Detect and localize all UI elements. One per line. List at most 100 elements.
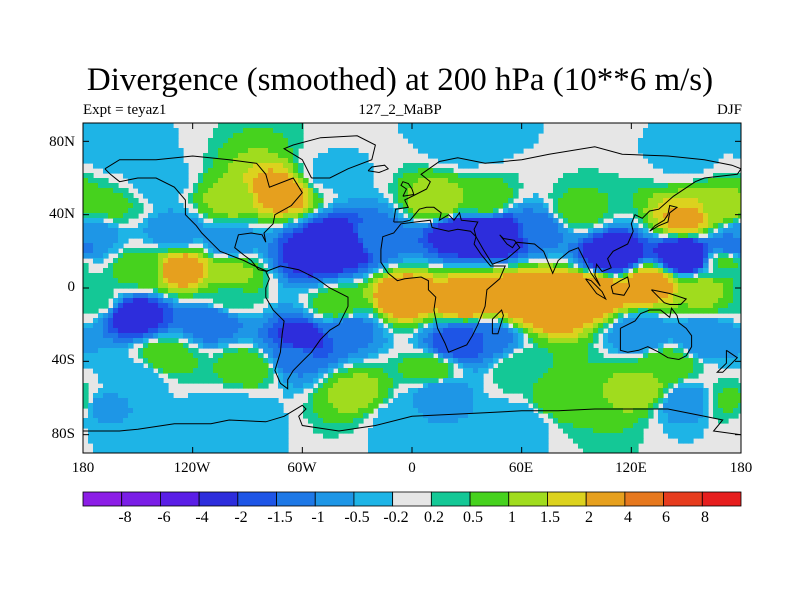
field-cell xyxy=(683,203,689,209)
field-cell xyxy=(538,253,544,259)
field-cell xyxy=(333,338,339,344)
field-cell xyxy=(613,188,619,194)
field-cell xyxy=(528,213,534,219)
field-cell xyxy=(398,213,404,219)
field-cell xyxy=(328,243,334,249)
field-cell xyxy=(488,208,494,214)
field-cell xyxy=(233,153,239,159)
field-cell xyxy=(253,333,259,339)
field-cell xyxy=(463,158,469,164)
field-cell xyxy=(663,138,669,144)
field-cell xyxy=(503,258,509,264)
field-cell xyxy=(283,203,289,209)
field-cell xyxy=(473,123,479,129)
field-cell xyxy=(663,273,669,279)
field-cell xyxy=(358,308,364,314)
field-cell xyxy=(523,208,529,214)
field-cell xyxy=(578,238,584,244)
field-cell xyxy=(223,183,229,189)
field-cell xyxy=(663,248,669,254)
field-cell xyxy=(128,193,134,199)
field-cell xyxy=(178,233,184,239)
field-cell xyxy=(233,298,239,304)
field-cell xyxy=(383,223,389,229)
field-cell xyxy=(513,293,519,299)
field-cell xyxy=(693,268,699,274)
field-cell xyxy=(528,278,534,284)
field-cell xyxy=(203,208,209,214)
field-cell xyxy=(343,153,349,159)
field-cell xyxy=(203,223,209,229)
field-cell xyxy=(248,238,254,244)
field-cell xyxy=(673,183,679,189)
field-cell xyxy=(463,193,469,199)
field-cell xyxy=(243,203,249,209)
field-cell xyxy=(88,298,94,304)
field-cell xyxy=(118,303,124,309)
field-cell xyxy=(143,313,149,319)
field-cell xyxy=(468,138,474,144)
field-cell xyxy=(98,318,104,324)
field-cell xyxy=(293,258,299,264)
field-cell xyxy=(288,263,294,269)
field-cell xyxy=(723,288,729,294)
field-cell xyxy=(183,238,189,244)
field-cell xyxy=(718,123,724,129)
field-cell xyxy=(528,133,534,139)
field-cell xyxy=(473,303,479,309)
field-cell xyxy=(703,193,709,199)
field-cell xyxy=(178,253,184,259)
field-cell xyxy=(318,198,324,204)
field-cell xyxy=(223,128,229,134)
field-cell xyxy=(153,283,159,289)
field-cell xyxy=(703,138,709,144)
field-cell xyxy=(313,238,319,244)
field-cell xyxy=(693,243,699,249)
field-cell xyxy=(443,218,449,224)
field-cell xyxy=(178,183,184,189)
field-cell xyxy=(718,258,724,264)
field-cell xyxy=(353,208,359,214)
field-cell xyxy=(518,183,524,189)
field-cell xyxy=(628,278,634,284)
field-cell xyxy=(298,263,304,269)
field-cell xyxy=(653,273,659,279)
field-cell xyxy=(333,323,339,329)
field-cell xyxy=(333,158,339,164)
field-cell xyxy=(333,268,339,274)
field-cell xyxy=(493,158,499,164)
field-cell xyxy=(588,233,594,239)
field-cell xyxy=(143,258,149,264)
field-cell xyxy=(353,153,359,159)
field-cell xyxy=(458,143,464,149)
field-cell xyxy=(443,288,449,294)
field-cell xyxy=(698,263,704,269)
field-cell xyxy=(478,273,484,279)
field-cell xyxy=(318,338,324,344)
field-cell xyxy=(263,328,269,334)
field-cell xyxy=(408,323,414,329)
field-cell xyxy=(433,148,439,154)
field-cell xyxy=(733,243,739,249)
field-cell xyxy=(418,133,424,139)
field-cell xyxy=(108,138,114,144)
field-cell xyxy=(613,278,619,284)
field-cell xyxy=(233,278,239,284)
field-cell xyxy=(678,243,684,249)
field-cell xyxy=(333,248,339,254)
field-cell xyxy=(188,303,194,309)
field-cell xyxy=(138,258,144,264)
field-cell xyxy=(83,218,89,224)
field-cell xyxy=(118,328,124,334)
field-cell xyxy=(623,338,629,344)
field-cell xyxy=(133,203,139,209)
field-cell xyxy=(83,243,89,249)
field-cell xyxy=(83,173,89,179)
field-cell xyxy=(543,203,549,209)
field-cell xyxy=(613,333,619,339)
field-cell xyxy=(568,253,574,259)
field-cell xyxy=(523,263,529,269)
field-cell xyxy=(633,213,639,219)
field-cell xyxy=(268,308,274,314)
field-cell xyxy=(203,273,209,279)
